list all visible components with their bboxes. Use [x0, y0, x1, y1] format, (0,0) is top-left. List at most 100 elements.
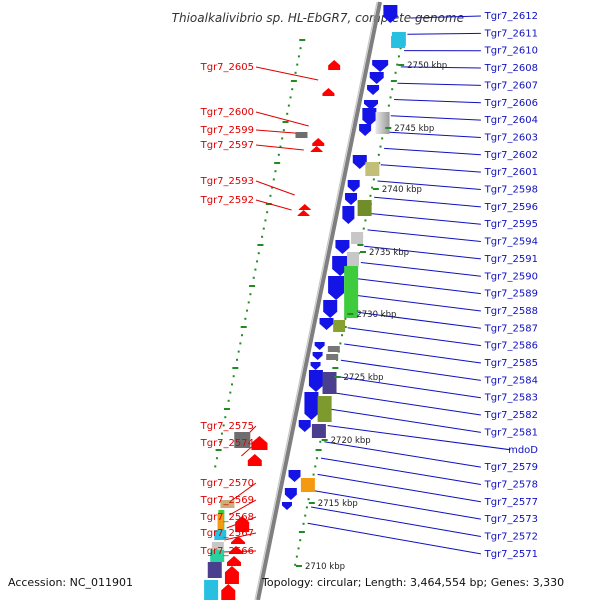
- gene-label-right[interactable]: Tgr7_2591: [484, 254, 538, 265]
- tick-mark: [315, 457, 318, 460]
- gene-label-right[interactable]: Tgr7_2571: [484, 549, 538, 560]
- leader-line: [350, 310, 481, 329]
- leader-line: [229, 499, 257, 516]
- gene-label-right[interactable]: mdoD: [508, 445, 538, 456]
- gene-label-left[interactable]: Tgr7_2575: [200, 421, 254, 432]
- gene-label-right[interactable]: Tgr7_2612: [484, 11, 538, 22]
- kbp-tick: [360, 251, 366, 253]
- olive-block: [365, 162, 380, 176]
- leader-line: [397, 82, 481, 86]
- gene-label-right[interactable]: Tgr7_2604: [484, 115, 538, 126]
- tick-mark: [391, 88, 394, 91]
- kbp-tick: [372, 188, 379, 190]
- leader-line: [390, 115, 481, 121]
- leader-line: [360, 262, 481, 277]
- tick-mark: [249, 285, 256, 287]
- kbp-label: 2750 kbp: [407, 61, 447, 71]
- gray-block: [327, 346, 340, 352]
- gene-label-right[interactable]: Tgr7_2578: [484, 479, 538, 490]
- tick-mark: [294, 563, 297, 566]
- gene-label-left[interactable]: Tgr7_2568: [200, 512, 254, 523]
- gene-label-right[interactable]: Tgr7_2588: [484, 306, 538, 317]
- leader-line: [324, 441, 481, 468]
- tick-mark: [294, 71, 297, 74]
- gene-label-right[interactable]: Tgr7_2587: [484, 323, 538, 334]
- gene-arrow: [328, 60, 341, 70]
- tick-mark: [261, 235, 264, 238]
- leader-line: [377, 180, 481, 190]
- tick-mark: [214, 465, 217, 468]
- gene-label-right[interactable]: Tgr7_2579: [484, 462, 538, 473]
- gene-arrow: [319, 318, 334, 330]
- gene-arrow: [288, 470, 301, 482]
- tick-mark: [297, 547, 300, 550]
- tick-mark: [302, 522, 305, 525]
- gene-label-left[interactable]: Tgr7_2569: [200, 495, 254, 506]
- leader-line: [407, 32, 481, 35]
- orange-block: [300, 478, 315, 492]
- gene-label-left[interactable]: Tgr7_2567: [200, 528, 254, 539]
- gene-label-right[interactable]: Tgr7_2608: [484, 63, 538, 74]
- gene-label-right[interactable]: Tgr7_2594: [484, 237, 538, 248]
- tick-mark: [272, 178, 275, 181]
- leader-line: [380, 164, 481, 173]
- gene-label-right[interactable]: Tgr7_2606: [484, 98, 538, 109]
- gene-label-right[interactable]: Tgr7_2602: [484, 150, 538, 161]
- gene-label-right[interactable]: Tgr7_2595: [484, 219, 538, 230]
- gene-label-left[interactable]: Tgr7_2574: [200, 438, 254, 449]
- gene-arrow: [297, 210, 310, 216]
- gene-arrow: [231, 536, 246, 544]
- tick-mark: [397, 55, 400, 58]
- genome-backbone: [256, 1, 382, 600]
- tick-mark: [390, 80, 397, 82]
- tick-mark: [246, 309, 249, 312]
- gene-label-right[interactable]: Tgr7_2584: [484, 375, 538, 386]
- leader-line: [410, 15, 481, 19]
- left-gene-labels: Tgr7_2605 Tgr7_2600 Tgr7_2599 Tgr7_2597 Tgr7…: [200, 62, 254, 557]
- tick-mark: [266, 211, 269, 214]
- gene-label-right[interactable]: Tgr7_2573: [484, 514, 538, 525]
- gene-label-left[interactable]: Tgr7_2570: [200, 478, 254, 489]
- gene-label-right[interactable]: Tgr7_2603: [484, 132, 538, 143]
- tick-mark: [222, 424, 225, 427]
- gene-arrow: [369, 72, 384, 84]
- tick-mark: [230, 383, 233, 386]
- leader-line: [255, 199, 292, 211]
- gene-label-right[interactable]: Tgr7_2611: [484, 28, 538, 39]
- gene-label-right[interactable]: Tgr7_2582: [484, 410, 538, 421]
- gene-label-left[interactable]: Tgr7_2592: [200, 195, 254, 206]
- gene-label-right[interactable]: Tgr7_2607: [484, 80, 538, 91]
- gray-block: [347, 252, 359, 266]
- kbp-tick: [347, 313, 354, 315]
- leader-line: [255, 180, 295, 196]
- gene-label-right[interactable]: Tgr7_2572: [484, 532, 538, 543]
- gene-label-left[interactable]: Tgr7_2566: [200, 546, 254, 557]
- tick-mark: [295, 555, 298, 558]
- gene-label-right[interactable]: Tgr7_2610: [484, 46, 538, 57]
- tick-mark: [223, 408, 230, 410]
- gene-label-left[interactable]: Tgr7_2605: [200, 62, 254, 73]
- gene-label-right[interactable]: Tgr7_2598: [484, 185, 538, 196]
- gene-label-right[interactable]: Tgr7_2577: [484, 497, 538, 508]
- gene-label-right[interactable]: Tgr7_2586: [484, 341, 538, 352]
- tick-mark: [269, 194, 272, 197]
- tick-mark: [371, 186, 374, 189]
- gene-label-left[interactable]: Tgr7_2599: [200, 125, 254, 136]
- gene-arrow: [347, 180, 360, 192]
- kbp-label: 2720 kbp: [331, 436, 371, 446]
- gene-label-right[interactable]: Tgr7_2585: [484, 358, 538, 369]
- gene-arrow: [310, 146, 323, 152]
- tick-mark: [271, 186, 274, 189]
- gene-label-left[interactable]: Tgr7_2600: [200, 107, 254, 118]
- gene-label-right[interactable]: Tgr7_2590: [484, 271, 538, 282]
- gene-label-right[interactable]: Tgr7_2601: [484, 167, 538, 178]
- leader-line: [320, 457, 481, 485]
- gene-label-left[interactable]: Tgr7_2593: [200, 176, 254, 187]
- gene-label-right[interactable]: Tgr7_2581: [484, 427, 538, 438]
- gene-label-right[interactable]: Tgr7_2583: [484, 393, 538, 404]
- gene-label-left[interactable]: Tgr7_2597: [200, 140, 254, 151]
- tick-mark: [307, 498, 310, 501]
- gene-label-right[interactable]: Tgr7_2596: [484, 202, 538, 213]
- gene-label-right[interactable]: Tgr7_2589: [484, 289, 538, 300]
